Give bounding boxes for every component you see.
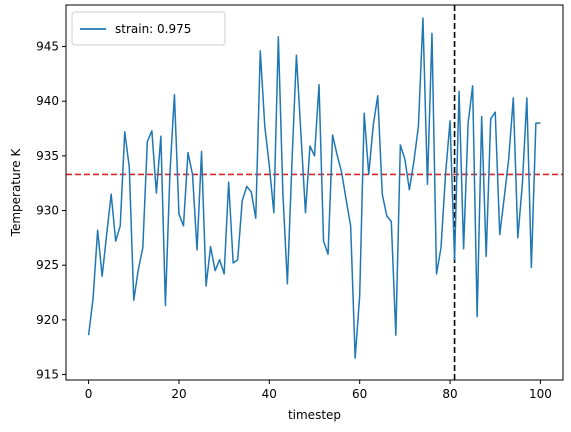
legend-box (71, 11, 226, 46)
y-axis: 915 920 925 930 935 940 945 (36, 40, 66, 382)
y-tick-label: 940 (36, 94, 59, 108)
series-line (87, 17, 541, 359)
legend-label: strain: 0.975 (115, 22, 191, 36)
y-tick-label: 945 (36, 40, 59, 54)
x-tick-label: 0 (85, 387, 93, 401)
x-tick-label: 20 (171, 387, 186, 401)
y-axis-label: Temperature K (9, 148, 23, 238)
x-axis: 0 20 40 60 80 100 (85, 380, 552, 401)
x-axis-label: timestep (288, 408, 341, 422)
y-tick-label: 935 (36, 149, 59, 163)
legend: strain: 0.975 (71, 11, 226, 46)
y-tick-label: 930 (36, 204, 59, 218)
x-tick-label: 100 (529, 387, 552, 401)
y-tick-label: 915 (36, 368, 59, 382)
x-tick-label: 80 (442, 387, 457, 401)
x-tick-label: 40 (262, 387, 277, 401)
y-tick-label: 920 (36, 313, 59, 327)
plot-frame (65, 4, 564, 381)
x-tick-label: 60 (352, 387, 367, 401)
y-tick-label: 925 (36, 258, 59, 272)
series-group (87, 17, 541, 359)
